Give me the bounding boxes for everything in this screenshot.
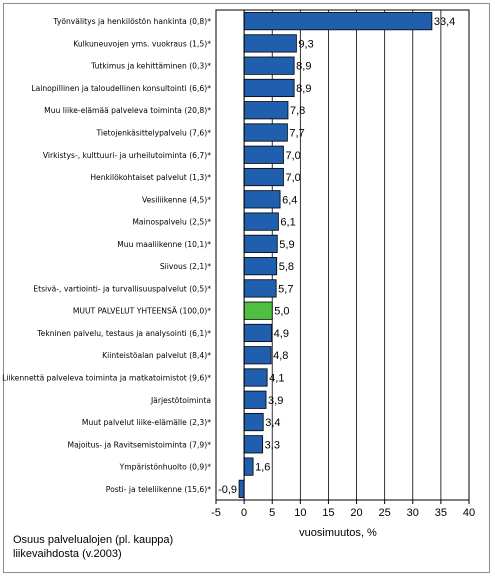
value-label: 7,8 <box>290 105 305 117</box>
value-label: 7,0 <box>285 150 300 162</box>
category-label: Lainopillinen ja taloudellinen konsultoi… <box>31 84 211 93</box>
category-label: Vesiliikenne (4,5)* <box>142 195 211 204</box>
bar <box>243 279 277 298</box>
x-tick-label: 20 <box>350 507 362 519</box>
value-label: 33,4 <box>434 16 455 28</box>
value-label: 1,6 <box>255 462 270 474</box>
x-tick-label: 10 <box>294 507 306 519</box>
value-label: 3,9 <box>268 395 283 407</box>
bar <box>243 234 278 253</box>
category-label: Liikennettä palveleva toiminta ja matkat… <box>2 374 211 383</box>
bar <box>243 346 272 365</box>
category-label: Henkilökohtaiset palvelut (1,3)* <box>90 173 211 182</box>
x-tick-label: 25 <box>379 507 391 519</box>
bar <box>243 323 273 343</box>
x-tick-label: -5 <box>211 507 221 519</box>
value-label: 7,0 <box>285 172 300 184</box>
category-label: Muut palvelut liike-elämälle (2,3)* <box>82 418 211 427</box>
footnote-line-2: liikevaihdosta (v.2003) <box>13 548 122 560</box>
category-label: Kiinteistöalan palvelut (8,4)* <box>102 351 211 360</box>
value-label: 3,3 <box>265 439 280 451</box>
bar <box>243 212 279 231</box>
bar <box>243 257 278 276</box>
category-label: Järjestötoiminta <box>150 396 211 405</box>
bar <box>243 56 295 75</box>
value-label: 5,7 <box>278 283 293 295</box>
bar <box>243 435 264 454</box>
category-label: Työnvälitys ja henkilöstön hankinta (0,8… <box>52 17 211 26</box>
category-label: Tietojenkäsittelypalvelu (7,6)* <box>95 129 211 138</box>
value-label: 8,9 <box>296 83 311 95</box>
bar <box>243 390 267 409</box>
category-label: Virkistys-, kulttuuri- ja urheilutoimint… <box>43 151 211 160</box>
x-tick-label: 5 <box>269 507 275 519</box>
category-label: Muu maaliikenne (10,1)* <box>117 240 211 249</box>
category-label: Tekninen palvelu, testaus ja analysointi… <box>36 329 211 338</box>
bar <box>243 78 295 98</box>
value-label: 6,1 <box>280 217 295 229</box>
bar <box>243 123 288 142</box>
value-label: 3,4 <box>265 417 280 429</box>
category-label: Mainospalvelu (2,5)* <box>132 218 211 227</box>
x-tick-label: 0 <box>241 507 247 519</box>
bar <box>243 101 289 120</box>
x-tick-label: 35 <box>435 507 447 519</box>
value-label: -0,9 <box>218 484 237 496</box>
value-label: 5,8 <box>279 261 294 273</box>
bar <box>243 34 297 53</box>
x-tick-label: 40 <box>463 507 475 519</box>
category-label: Etsivä-, vartiointi- ja turvallisuuspalv… <box>33 284 211 293</box>
value-label: 4,9 <box>274 328 289 340</box>
footnote-line-1: Osuus palvelualojen (pl. kauppa) <box>13 534 174 546</box>
category-label: Posti- ja teleliikenne (15,6)* <box>106 485 211 494</box>
category-label: MUUT PALVELUT YHTEENSÄ (100,0)* <box>73 307 211 316</box>
x-tick-label: 15 <box>322 507 334 519</box>
category-label: Majoitus- ja Ravitsemistoiminta (7,9)* <box>68 440 212 449</box>
bar <box>243 368 268 387</box>
value-label: 7,7 <box>289 128 304 140</box>
category-label: Tutkimus ja kehittäminen (0,3)* <box>90 62 211 71</box>
bar <box>243 457 254 476</box>
value-label: 8,9 <box>296 61 311 73</box>
bar <box>238 479 245 498</box>
category-label: Kulkuneuvojen yms. vuokraus (1,5)* <box>73 39 211 48</box>
x-axis-label: vuosimuutos, % <box>299 527 377 539</box>
value-label: 5,0 <box>274 306 289 318</box>
value-label: 4,1 <box>269 373 284 385</box>
value-label: 5,9 <box>279 239 294 251</box>
bar <box>243 301 273 320</box>
category-label: Ympäristönhuolto (0,9)* <box>119 463 212 472</box>
bar <box>243 145 284 164</box>
value-label: 4,8 <box>273 350 288 362</box>
plot-area <box>215 9 470 501</box>
bar <box>243 412 264 432</box>
value-label: 6,4 <box>282 194 297 206</box>
value-label: 9,3 <box>298 38 313 50</box>
category-label: Siivous (2,1)* <box>160 262 211 271</box>
bar <box>243 167 284 187</box>
category-label: Muu liike-elämää palveleva toiminta (20,… <box>44 106 211 115</box>
bar <box>243 12 433 31</box>
x-tick-label: 30 <box>407 507 419 519</box>
bar <box>243 190 281 209</box>
